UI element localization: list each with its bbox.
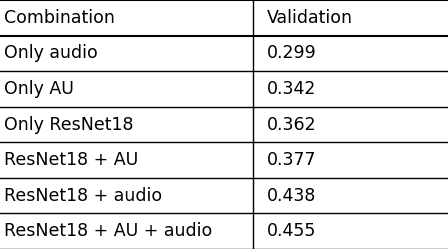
Text: 0.362: 0.362	[267, 116, 316, 133]
Text: Validation: Validation	[267, 9, 353, 27]
Text: Only AU: Only AU	[4, 80, 73, 98]
Text: ResNet18 + AU + audio: ResNet18 + AU + audio	[4, 222, 212, 240]
Text: Only audio: Only audio	[4, 44, 97, 62]
Text: 0.342: 0.342	[267, 80, 316, 98]
Text: ResNet18 + audio: ResNet18 + audio	[4, 187, 162, 205]
Text: 0.438: 0.438	[267, 187, 316, 205]
Text: Only ResNet18: Only ResNet18	[4, 116, 133, 133]
Text: 0.377: 0.377	[267, 151, 316, 169]
Text: 0.299: 0.299	[267, 44, 316, 62]
Text: ResNet18 + AU: ResNet18 + AU	[4, 151, 138, 169]
Text: Combination: Combination	[4, 9, 114, 27]
Text: 0.455: 0.455	[267, 222, 316, 240]
